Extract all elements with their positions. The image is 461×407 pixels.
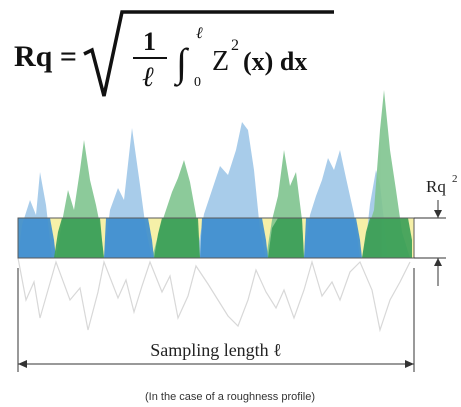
rq-formula: Rq = 1 ℓ ∫ ℓ 0 Z 2 (x) dx <box>14 10 334 97</box>
integrand-exponent: 2 <box>231 37 239 54</box>
integral-upper-limit: ℓ <box>196 25 203 42</box>
integral-sign-icon: ∫ <box>173 40 190 87</box>
radical-sign-icon <box>83 10 334 97</box>
integrand-argument: (x) dx <box>243 47 307 76</box>
rq-superscript: 2 <box>452 173 458 185</box>
green-band-segments <box>54 218 412 258</box>
integral-lower-limit: 0 <box>194 75 201 90</box>
sampling-length-label: Sampling length ℓ <box>150 340 282 360</box>
sampling-length-dimension: Sampling length ℓ <box>17 268 415 372</box>
mirrored-profile-line <box>17 257 411 333</box>
integrand-function: Z <box>212 46 229 77</box>
formula-numerator: 1 <box>143 27 156 56</box>
rq-dimension: Rq 2 <box>414 173 458 286</box>
formula-lhs: Rq = <box>14 40 77 73</box>
diagram-caption: (In the case of a roughness profile) <box>145 391 315 403</box>
rq-label: Rq <box>426 177 446 196</box>
arrow-left-icon <box>18 360 27 368</box>
blue-band-segments <box>18 218 362 258</box>
arrow-right-icon <box>405 360 414 368</box>
rms-band-outline <box>17 217 415 259</box>
formula-denominator: ℓ <box>142 62 154 93</box>
